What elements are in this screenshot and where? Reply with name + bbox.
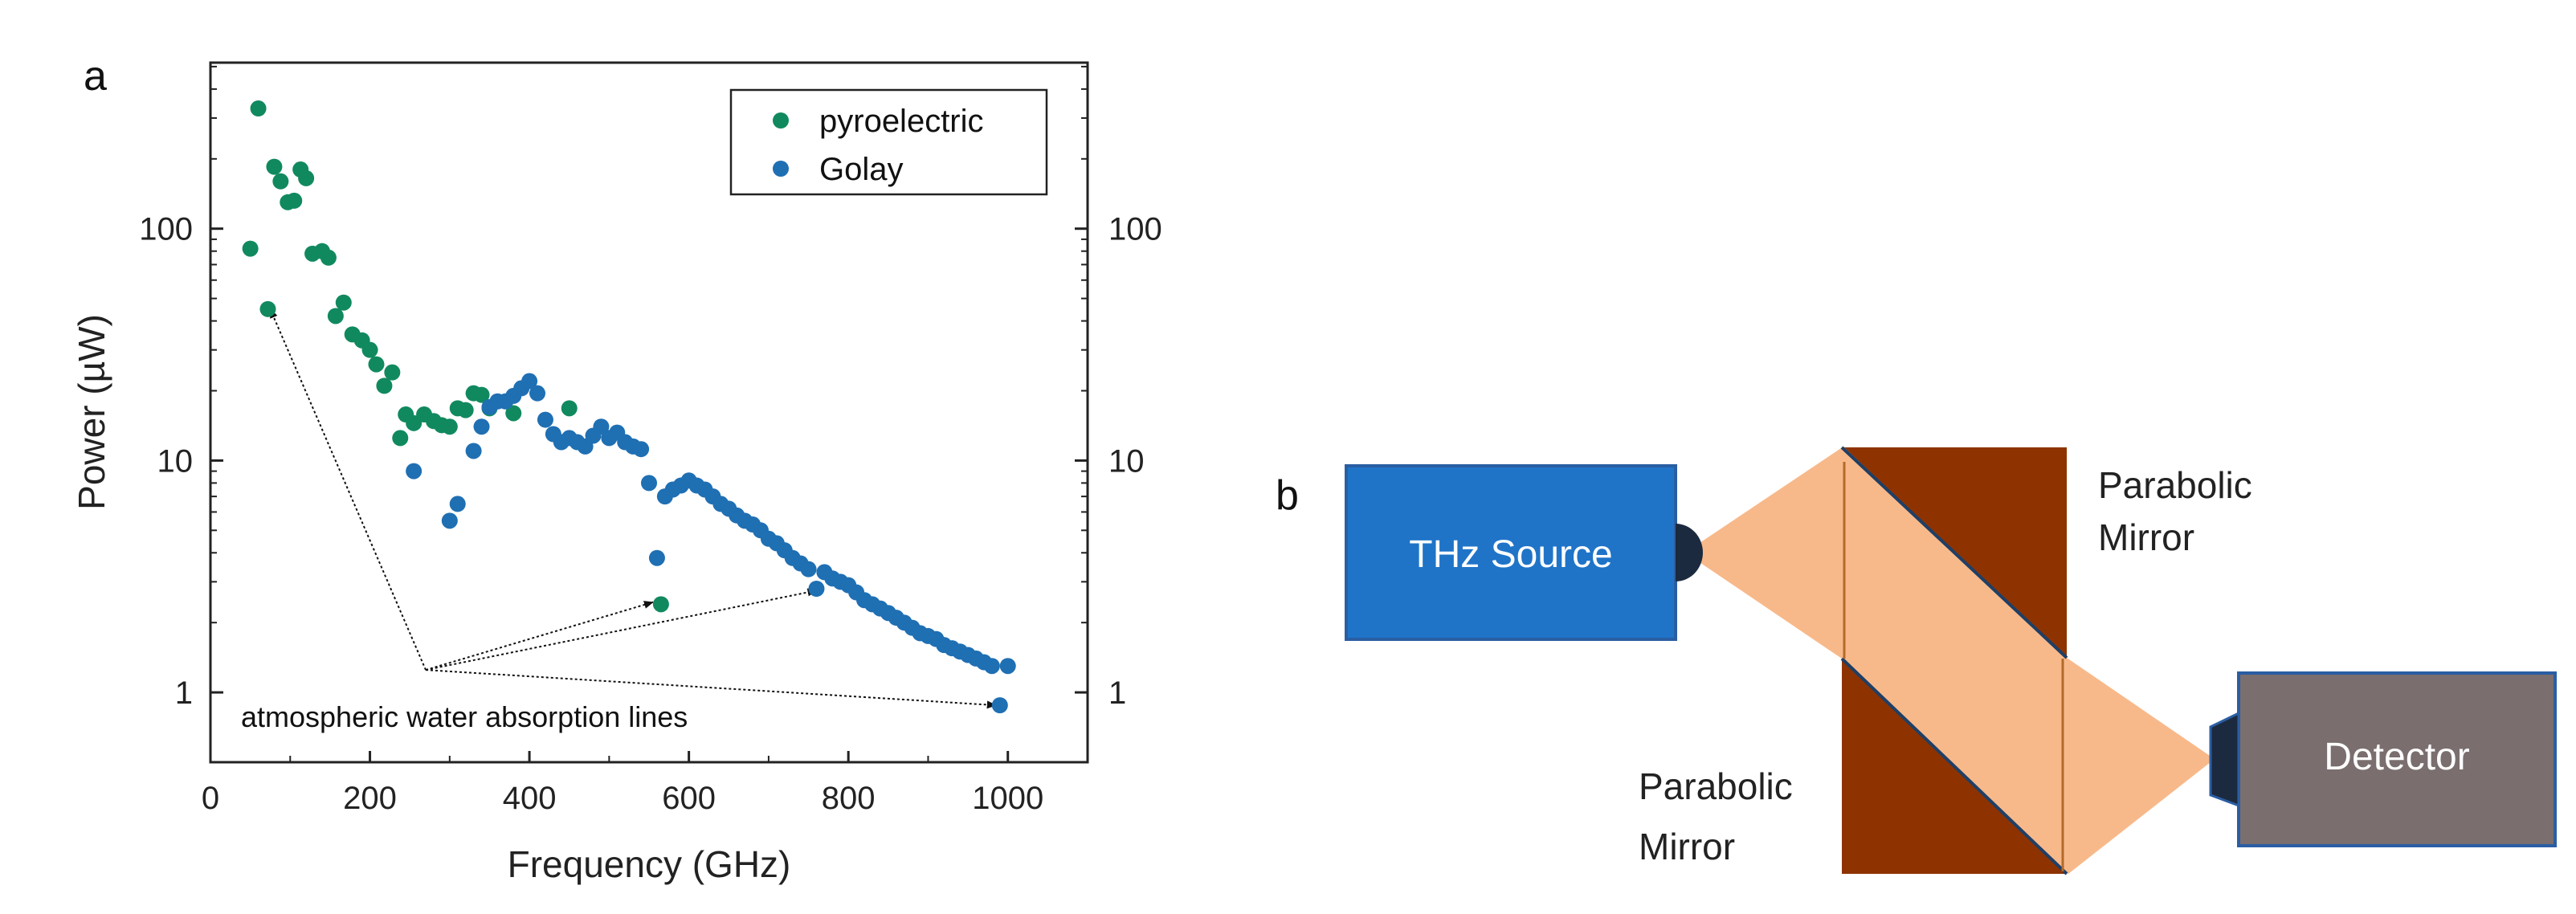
pyroelectric-point	[505, 405, 522, 422]
legend-label-golay: Golay	[819, 152, 904, 187]
detector-horn	[2209, 711, 2240, 808]
x-tick-label: 600	[662, 781, 716, 816]
panel-a-label: a	[84, 53, 107, 100]
y-tick-label-right: 100	[1108, 212, 1162, 247]
plot-frame	[209, 61, 1089, 764]
pyroelectric-point	[561, 400, 578, 417]
pyroelectric-point	[327, 308, 344, 324]
golay-point	[991, 697, 1008, 714]
detector-box	[2237, 671, 2557, 847]
golay-point	[406, 463, 423, 479]
top-mirror-label-line2: Mirror	[2098, 516, 2194, 558]
annotation-arrow	[425, 588, 818, 671]
legend-box	[729, 88, 1048, 196]
pyroelectric-point	[242, 240, 259, 257]
x-axis-ticks: 0 200 400 600 800 1000	[202, 751, 1088, 816]
bottom-mirror-label-line1: Parabolic	[1639, 765, 1793, 807]
golay-point	[808, 581, 825, 598]
pyroelectric-point	[335, 294, 352, 311]
bottom-mirror-label-line2: Mirror	[1639, 826, 1735, 867]
x-tick-label: 400	[503, 781, 557, 816]
pyroelectric-point	[320, 249, 337, 266]
golay-point	[800, 561, 817, 577]
golay-point	[641, 475, 657, 492]
legend-marker-pyroelectric	[773, 112, 789, 129]
x-tick-label: 1000	[972, 781, 1043, 816]
golay-point	[537, 411, 553, 428]
top-mirror-label-line1: Parabolic	[2098, 464, 2252, 506]
panel-b-label: b	[1276, 472, 1299, 519]
detector-label: Detector	[2324, 736, 2469, 778]
x-tick-label: 800	[822, 781, 876, 816]
golay-point	[529, 385, 546, 402]
pyroelectric-point	[457, 402, 474, 418]
x-tick-label: 200	[343, 781, 397, 816]
pyroelectric-point	[361, 341, 378, 358]
annotation-arrow	[425, 669, 997, 709]
golay-point	[648, 549, 665, 566]
top-mirror-surface	[1840, 446, 2068, 659]
pyroelectric-point	[441, 418, 458, 435]
annotation-arrow	[425, 601, 654, 671]
legend-label-pyroelectric: pyroelectric	[819, 104, 984, 139]
pyroelectric-point	[250, 100, 267, 117]
legend-marker-golay	[773, 161, 789, 177]
absorption-annotation	[269, 308, 997, 709]
golay-point	[999, 658, 1016, 675]
golay-point	[521, 373, 538, 390]
thz-source-emitter	[1676, 524, 1703, 581]
golay-point	[473, 418, 490, 435]
pyroelectric-point	[392, 430, 409, 447]
thz-beam	[1685, 447, 2215, 874]
series-golay	[406, 373, 1016, 714]
pyroelectric-point	[286, 192, 303, 209]
pyroelectric-point	[376, 377, 393, 394]
pyroelectric-point	[368, 356, 385, 373]
annotation-arrow	[269, 308, 427, 671]
pyroelectric-point	[384, 364, 401, 381]
y-tick-label-left: 10	[157, 443, 194, 479]
diagram-panel-b: b THz Source Detector Parabolic Mirror P…	[1276, 446, 2557, 875]
legend: pyroelectric Golay	[729, 88, 1048, 196]
golay-point	[633, 441, 650, 458]
bottom-mirror-surface	[1840, 657, 2068, 875]
y-tick-label-left: 100	[139, 212, 193, 247]
y-axis-right-ticks: 1 10 100	[1075, 65, 1162, 711]
x-tick-label: 0	[202, 781, 219, 816]
y-tick-label-right: 1	[1108, 675, 1126, 711]
series-pyroelectric	[242, 100, 669, 613]
pyroelectric-point	[272, 173, 289, 190]
thz-source-label: THz Source	[1409, 533, 1612, 576]
y-axis-left-ticks: 1 10 100	[139, 65, 223, 711]
y-tick-label-left: 1	[175, 675, 193, 711]
pyroelectric-point	[298, 169, 315, 186]
golay-point	[983, 658, 1000, 675]
chart-panel-a: a 0 200 400 600 800 1000 1 10 100 1 10 100 Freque…	[71, 53, 1162, 885]
golay-point	[593, 418, 610, 435]
x-axis-title: Frequency (GHz)	[508, 843, 791, 885]
golay-point	[441, 512, 458, 529]
y-axis-title: Power (µW)	[71, 314, 112, 510]
golay-point	[449, 496, 466, 512]
y-tick-label-right: 10	[1108, 443, 1145, 479]
pyroelectric-point	[266, 158, 283, 175]
annotation-text: atmospheric water absorption lines	[241, 700, 688, 733]
pyroelectric-point	[652, 596, 669, 613]
golay-point	[465, 443, 482, 459]
pyroelectric-point	[473, 386, 490, 403]
pyroelectric-point	[259, 300, 276, 317]
